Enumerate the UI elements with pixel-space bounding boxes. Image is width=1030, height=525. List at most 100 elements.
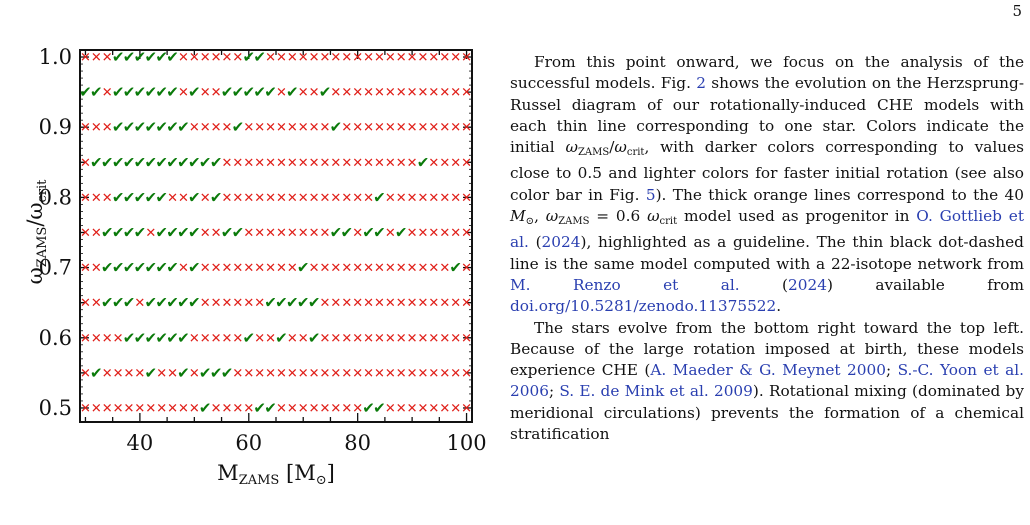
failure-cross-mark: ✕ xyxy=(156,366,167,381)
failure-cross-mark: ✕ xyxy=(243,156,254,171)
success-check-mark: ✔ xyxy=(134,118,147,136)
failure-cross-mark: ✕ xyxy=(91,401,102,416)
success-check-mark: ✔ xyxy=(395,223,408,241)
failure-cross-mark: ✕ xyxy=(102,401,113,416)
failure-cross-mark: ✕ xyxy=(265,191,276,206)
failure-cross-mark: ✕ xyxy=(287,401,298,416)
success-check-mark: ✔ xyxy=(275,329,288,347)
citation-link[interactable]: S. E. de Mink et al. 2009 xyxy=(559,382,753,401)
failure-cross-mark: ✕ xyxy=(320,121,331,136)
failure-cross-mark: ✕ xyxy=(91,51,102,66)
failure-cross-mark: ✕ xyxy=(80,226,91,241)
success-check-mark: ✔ xyxy=(123,329,136,347)
failure-cross-mark: ✕ xyxy=(396,401,407,416)
failure-cross-mark: ✕ xyxy=(341,366,352,381)
failure-cross-mark: ✕ xyxy=(407,121,418,136)
failure-cross-mark: ✕ xyxy=(189,366,200,381)
citation-link[interactable]: O. Gottlieb et al. xyxy=(510,207,1024,252)
failure-cross-mark: ✕ xyxy=(418,191,429,206)
citation-link[interactable]: doi.org/10.5281/zenodo.11375522 xyxy=(510,297,777,316)
failure-cross-mark: ✕ xyxy=(450,121,461,136)
failure-cross-mark: ✕ xyxy=(418,86,429,101)
success-check-mark: ✔ xyxy=(308,329,321,347)
failure-cross-mark: ✕ xyxy=(407,296,418,311)
failure-cross-mark: ✕ xyxy=(243,366,254,381)
failure-cross-mark: ✕ xyxy=(385,401,396,416)
success-check-mark: ✔ xyxy=(330,118,343,136)
success-check-mark: ✔ xyxy=(362,223,375,241)
failure-cross-mark: ✕ xyxy=(428,86,439,101)
success-check-mark: ✔ xyxy=(319,83,332,101)
failure-cross-mark: ✕ xyxy=(341,331,352,346)
success-check-mark: ✔ xyxy=(166,259,179,277)
failure-cross-mark: ✕ xyxy=(265,51,276,66)
y-tick-label: 0.9 xyxy=(39,115,72,139)
failure-cross-mark: ✕ xyxy=(232,51,243,66)
failure-cross-mark: ✕ xyxy=(341,156,352,171)
page-number: 5 xyxy=(1012,2,1022,20)
citation-link[interactable]: 2 xyxy=(696,74,706,93)
failure-cross-mark: ✕ xyxy=(134,401,145,416)
success-check-mark: ✔ xyxy=(188,223,201,241)
failure-cross-mark: ✕ xyxy=(330,261,341,276)
failure-cross-mark: ✕ xyxy=(461,121,472,136)
x-tick-label: 80 xyxy=(344,431,371,455)
failure-cross-mark: ✕ xyxy=(243,401,254,416)
failure-cross-mark: ✕ xyxy=(428,366,439,381)
failure-cross-mark: ✕ xyxy=(309,191,320,206)
failure-cross-mark: ✕ xyxy=(243,226,254,241)
success-check-mark: ✔ xyxy=(101,153,114,171)
success-check-mark: ✔ xyxy=(166,153,179,171)
failure-cross-mark: ✕ xyxy=(200,296,211,311)
math-symbol: ω xyxy=(545,207,559,226)
math-symbol: M xyxy=(510,207,526,226)
success-check-mark: ✔ xyxy=(112,153,125,171)
failure-cross-mark: ✕ xyxy=(254,121,265,136)
citation-link[interactable]: A. Maeder & G. Meynet 2000 xyxy=(650,361,886,380)
failure-cross-mark: ✕ xyxy=(320,261,331,276)
failure-cross-mark: ✕ xyxy=(298,226,309,241)
failure-cross-mark: ✕ xyxy=(254,261,265,276)
failure-cross-mark: ✕ xyxy=(352,296,363,311)
citation-link[interactable]: S.-C. Yoon et al. 2006 xyxy=(510,361,1024,401)
failure-cross-mark: ✕ xyxy=(113,401,124,416)
citation-link[interactable]: 2024 xyxy=(541,233,581,252)
subscript: ZAMS xyxy=(577,147,610,159)
citation-link[interactable]: 2024 xyxy=(788,275,827,294)
failure-cross-mark: ✕ xyxy=(265,121,276,136)
citation-link[interactable]: M. Renzo et al. xyxy=(510,275,740,294)
success-check-mark: ✔ xyxy=(199,399,212,417)
failure-cross-mark: ✕ xyxy=(243,296,254,311)
failure-cross-mark: ✕ xyxy=(222,331,233,346)
success-check-mark: ✔ xyxy=(199,364,212,382)
success-check-mark: ✔ xyxy=(134,259,147,277)
citation-link[interactable]: 5 xyxy=(645,185,656,204)
x-axis-label: MZAMS [M⊙] xyxy=(217,461,335,488)
failure-cross-mark: ✕ xyxy=(298,191,309,206)
failure-cross-mark: ✕ xyxy=(439,86,450,101)
success-check-mark: ✔ xyxy=(155,118,168,136)
failure-cross-mark: ✕ xyxy=(428,331,439,346)
failure-cross-mark: ✕ xyxy=(254,366,265,381)
success-check-mark: ✔ xyxy=(134,329,147,347)
success-check-mark: ✔ xyxy=(232,83,245,101)
success-check-mark: ✔ xyxy=(112,48,125,66)
failure-cross-mark: ✕ xyxy=(439,331,450,346)
success-check-mark: ✔ xyxy=(112,83,125,101)
success-check-mark: ✔ xyxy=(330,223,343,241)
failure-cross-mark: ✕ xyxy=(298,121,309,136)
failure-cross-mark: ✕ xyxy=(418,51,429,66)
failure-cross-mark: ✕ xyxy=(134,366,145,381)
failure-cross-mark: ✕ xyxy=(330,51,341,66)
figure-success-grid: 1.0 0.9 0.8 0.7 0.6 0.5 40 60 80 100 ✕ ✕ ✕ ✔ ✔ ✔ ✔ ✔ ✔ ✕ ✕ ✕… xyxy=(0,0,500,525)
failure-cross-mark: ✕ xyxy=(243,191,254,206)
y-tick-label: 0.8 xyxy=(39,185,72,209)
success-check-mark: ✔ xyxy=(155,329,168,347)
failure-cross-mark: ✕ xyxy=(276,86,287,101)
failure-cross-mark: ✕ xyxy=(287,261,298,276)
failure-cross-mark: ✕ xyxy=(222,51,233,66)
success-check-mark: ✔ xyxy=(144,294,157,312)
failure-cross-mark: ✕ xyxy=(102,331,113,346)
success-check-mark: ✔ xyxy=(144,153,157,171)
success-check-mark: ✔ xyxy=(123,259,136,277)
